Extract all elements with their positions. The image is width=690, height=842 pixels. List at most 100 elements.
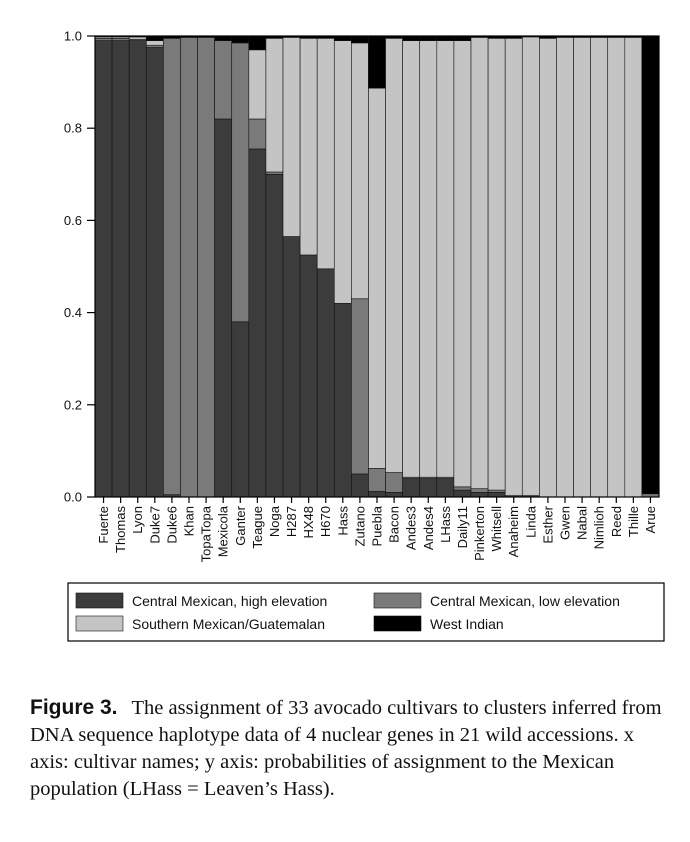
- bar-segment-teague-s3: [248, 49, 267, 120]
- legend-swatch-3: [75, 615, 124, 632]
- bar-segment-linda-s3: [521, 36, 540, 496]
- x-tick-label-khan: Khan: [182, 506, 197, 536]
- x-tick-label-topatopa: TopaTopa: [199, 505, 214, 562]
- bar-segment-daily11-s4: [453, 35, 472, 41]
- x-tick-label-h287: H287: [284, 506, 299, 537]
- x-tick-label-andes3: Andes3: [404, 506, 419, 550]
- x-tick-label-nimlioh: Nimlioh: [592, 506, 607, 549]
- bar-segment-duke7-s4: [145, 35, 164, 41]
- bar-segment-teague-s4: [248, 35, 267, 51]
- bar-segment-fuerte-s1: [94, 40, 113, 498]
- bar-segment-arue-s4: [641, 35, 660, 495]
- bar-segment-puebla-s4: [368, 35, 386, 89]
- bar-segment-andes4-s4: [419, 35, 438, 41]
- x-tick-label-duke7: Duke7: [147, 506, 162, 544]
- bar-segment-zutano-s3: [351, 42, 369, 300]
- bar-segment-hass-s4: [333, 35, 352, 41]
- bar-segment-h670-s3: [316, 38, 335, 270]
- bar-segment-bacon-s3: [385, 38, 403, 473]
- x-tick-label-puebla: Puebla: [370, 505, 385, 546]
- bar-segment-duke7-s2: [145, 44, 164, 48]
- caption-text: The assignment of 33 avocado cultivars t…: [30, 697, 662, 800]
- bar-segment-andes3-s4: [402, 35, 421, 41]
- x-tick-label-thille: Thille: [626, 506, 641, 537]
- x-tick-label-teague: Teague: [250, 506, 265, 549]
- bar-segment-ganter-s1: [231, 321, 250, 498]
- bar-segment-anaheim-s3: [504, 38, 523, 496]
- bar-segment-puebla-s2: [368, 468, 386, 492]
- bar-segment-puebla-s3: [368, 87, 386, 469]
- x-tick-label-h670: H670: [318, 506, 333, 537]
- bar-segment-ganter-s2: [231, 42, 250, 323]
- x-tick-label-hx48: HX48: [301, 506, 316, 539]
- x-tick-label-mexicola: Mexicola: [216, 505, 231, 557]
- bar-segment-fuerte-s2: [94, 38, 113, 41]
- x-tick-label-lyon: Lyon: [130, 506, 145, 534]
- bar-segment-h670-s1: [316, 268, 335, 498]
- x-tick-label-whitsell: Whitsell: [489, 506, 504, 552]
- bar-segment-khan-s2: [180, 37, 198, 498]
- y-tick-label: 1.0: [64, 29, 82, 44]
- bar-segment-noga-s3: [265, 38, 284, 173]
- x-tick-label-thomas: Thomas: [113, 506, 128, 553]
- x-tick-label-noga: Noga: [267, 505, 282, 537]
- bar-segment-noga-s2: [265, 171, 284, 175]
- bar-segment-nimlioh-s3: [590, 37, 609, 498]
- bar-segment-whitsell-s3: [487, 38, 506, 491]
- bar-segment-duke6-s2: [163, 38, 181, 495]
- bar-segment-mexicola-s4: [214, 35, 233, 41]
- bar-segment-hass-s3: [333, 40, 352, 304]
- bar-segment-andes3-s3: [402, 40, 421, 478]
- y-tick-label: 0.0: [64, 490, 82, 505]
- bar-segment-puebla-s1: [368, 491, 386, 498]
- bar-segment-gwen-s3: [556, 37, 574, 498]
- bar-segment-zutano-s2: [351, 298, 369, 475]
- x-tick-label-andes4: Andes4: [421, 506, 436, 550]
- x-tick-label-hass: Hass: [335, 506, 350, 536]
- x-tick-label-nabal: Nabal: [575, 506, 590, 540]
- bar-segment-hx48-s1: [299, 254, 318, 498]
- bar-segment-topatopa-s2: [197, 37, 215, 498]
- stacked-bar-chart: 0.0 0.2 0.4 0.6 0.8 1.0 Fuerte Thomas Lyon Duke7…: [64, 29, 665, 642]
- bar-segment-teague-s1: [248, 148, 267, 498]
- x-tick-label-daily11: Daily11: [455, 506, 470, 548]
- x-axis: Fuerte Thomas Lyon Duke7 Duke6 Khan TopaTopa Me…: [96, 497, 658, 562]
- bar-segment-andes4-s1: [419, 478, 438, 498]
- x-tick-label-gwen: Gwen: [558, 506, 573, 540]
- bar-segment-thomas-s2: [111, 38, 130, 41]
- legend-swatch-2: [373, 592, 422, 609]
- legend-swatch-1: [75, 592, 124, 609]
- x-tick-label-anaheim: Anaheim: [506, 506, 521, 557]
- bar-segment-andes3-s1: [402, 478, 421, 498]
- x-tick-label-lhass: LHass: [438, 506, 453, 543]
- bar-segment-teague-s2: [248, 118, 267, 150]
- bar-segment-hx48-s3: [299, 38, 318, 256]
- bar-segment-lhass-s3: [436, 40, 455, 478]
- y-axis: 0.0 0.2 0.4 0.6 0.8 1.0: [64, 29, 95, 505]
- caption-label: Figure 3.: [30, 696, 118, 719]
- figure-caption: Figure 3. The assignment of 33 avocado cu…: [30, 694, 670, 803]
- bar-segment-lyon-s3: [128, 36, 147, 40]
- bar-segment-daily11-s2: [453, 486, 472, 491]
- y-tick-label: 0.2: [64, 397, 82, 412]
- bar-segment-h287-s3: [282, 37, 301, 237]
- bar-segment-duke7-s1: [145, 47, 164, 498]
- bar-segment-lyon-s1: [128, 40, 147, 498]
- bar-segment-whitsell-s2: [487, 489, 506, 493]
- y-tick-label: 0.4: [64, 305, 82, 320]
- bar-segment-andes4-s3: [419, 40, 438, 478]
- bar-segment-thomas-s1: [111, 40, 130, 498]
- bar-segment-mexicola-s1: [214, 118, 233, 498]
- legend-label-3: Southern Mexican/Guatemalan: [132, 616, 325, 632]
- legend-box: [67, 582, 665, 642]
- legend-swatch-4: [373, 615, 422, 632]
- legend: Central Mexican, high elevation Central M…: [67, 582, 665, 642]
- bar-segment-ganter-s4: [231, 35, 250, 44]
- x-tick-label-arue: Arue: [643, 506, 658, 533]
- x-tick-label-reed: Reed: [609, 506, 624, 537]
- bar-segment-whitsell-s1: [487, 492, 506, 498]
- bar-segment-daily11-s1: [453, 489, 472, 498]
- x-tick-label-bacon: Bacon: [387, 506, 402, 543]
- legend-label-4: West Indian: [430, 616, 504, 632]
- y-tick-label: 0.8: [64, 121, 82, 136]
